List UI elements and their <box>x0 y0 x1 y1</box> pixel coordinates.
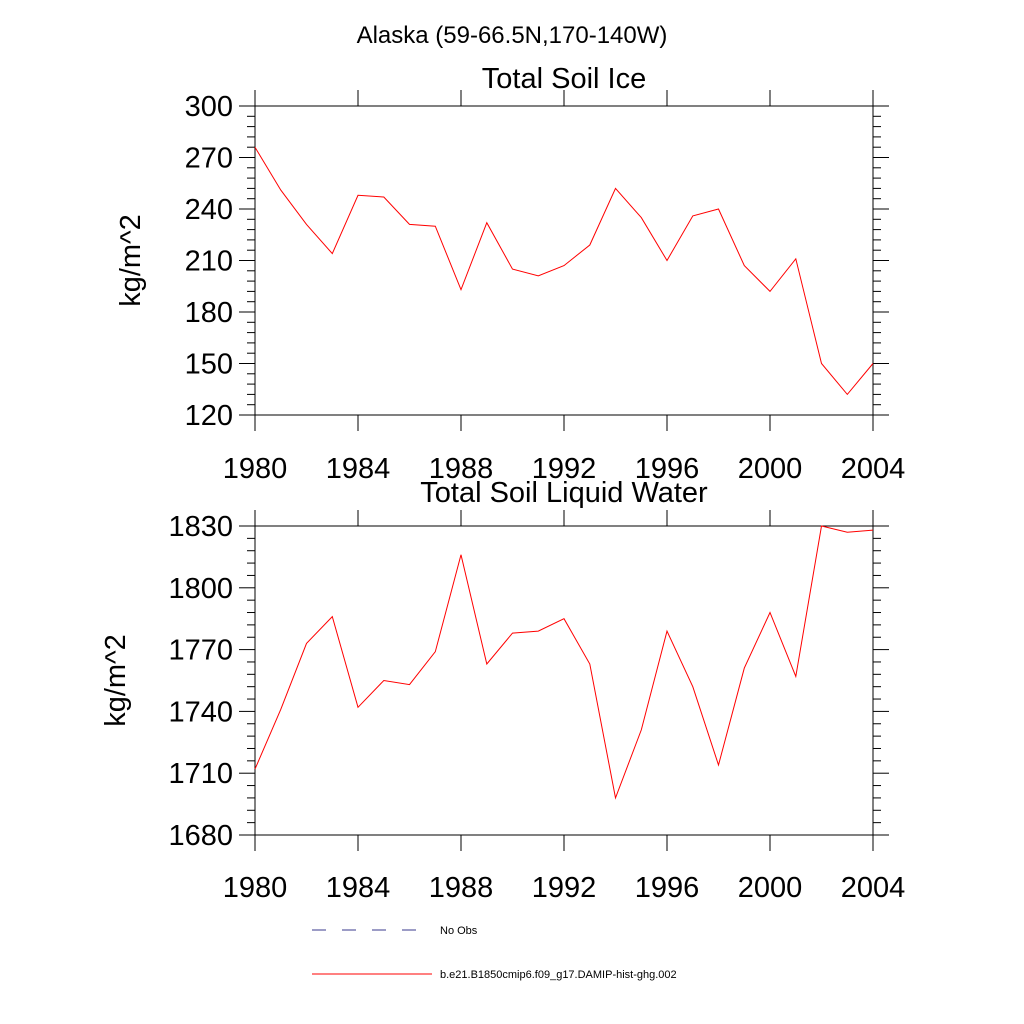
y-tick-label: 1710 <box>168 758 233 790</box>
soil-ice-panel: Total Soil Ice kg/m^2 1980 1984 1988 1992 1996… <box>115 63 905 485</box>
x-tick-label: 1984 <box>326 453 391 485</box>
y-tick-label: 1740 <box>168 696 233 728</box>
legend: No Obs b.e21.B1850cmip6.f09_g17.DAMIP-hi… <box>312 925 677 981</box>
y-tick-label: 210 <box>185 246 233 278</box>
y-tick-label: 1800 <box>168 573 233 605</box>
x-tick-label: 2004 <box>841 453 906 485</box>
y-axis-label: kg/m^2 <box>100 634 132 727</box>
plot-frame <box>254 525 874 836</box>
y-tick-label: 270 <box>185 143 233 175</box>
y-tick-label: 120 <box>185 400 233 432</box>
figure-title: Alaska (59-66.5N,170-140W) <box>357 22 668 49</box>
legend-item-model-run: b.e21.B1850cmip6.f09_g17.DAMIP-hist-ghg.… <box>312 969 677 981</box>
x-tick-label: 1980 <box>223 453 288 485</box>
x-tick-label: 1992 <box>532 453 597 485</box>
y-tick-label: 1770 <box>168 635 233 667</box>
panel-title: Total Soil Ice <box>482 63 646 95</box>
x-tick-label: 1996 <box>635 872 700 904</box>
y-tick-label: 180 <box>185 297 233 329</box>
y-tick-label: 1680 <box>168 820 233 852</box>
series-line <box>254 525 874 800</box>
x-tick-label: 1984 <box>326 872 391 904</box>
x-tick-label: 1988 <box>429 872 494 904</box>
plot-frame <box>254 105 874 416</box>
y-tick-label: 240 <box>185 194 233 226</box>
x-tick-label: 1992 <box>532 872 597 904</box>
y-tick-label: 1830 <box>168 511 233 543</box>
x-tick-label: 1996 <box>635 453 700 485</box>
x-tick-label: 2000 <box>738 872 803 904</box>
y-tick-label: 150 <box>185 349 233 381</box>
legend-item-no-obs: No Obs <box>312 925 478 937</box>
legend-label-model-run: b.e21.B1850cmip6.f09_g17.DAMIP-hist-ghg.… <box>440 969 677 981</box>
legend-label-no-obs: No Obs <box>440 925 478 937</box>
x-tick-label: 2004 <box>841 872 906 904</box>
y-axis-label: kg/m^2 <box>115 214 147 307</box>
y-tick-label: 300 <box>185 91 233 123</box>
x-tick-label: 2000 <box>738 453 803 485</box>
series-line <box>254 146 874 396</box>
soil-liquid-water-panel: Total Soil Liquid Water kg/m^2 1980 1984 198… <box>100 477 905 904</box>
panel-title: Total Soil Liquid Water <box>420 477 708 509</box>
x-tick-label: 1988 <box>429 453 494 485</box>
x-tick-label: 1980 <box>223 872 288 904</box>
